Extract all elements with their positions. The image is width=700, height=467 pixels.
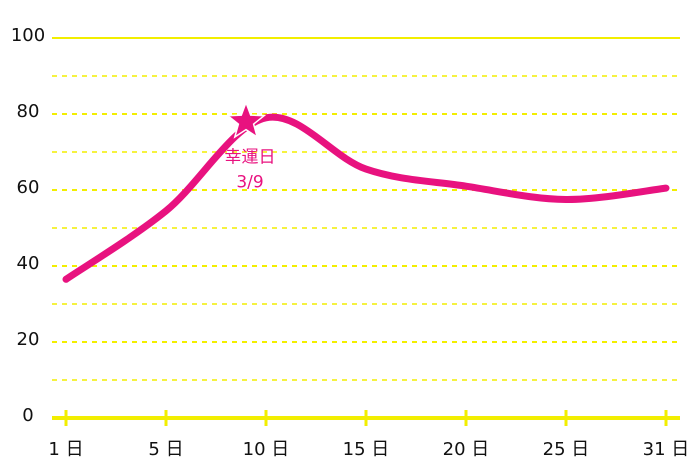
lucky-star <box>225 100 267 139</box>
y-tick-label: 100 <box>11 25 45 46</box>
x-tick-label: 1 日 <box>48 439 83 460</box>
y-tick-label: 60 <box>17 177 40 198</box>
x-tick-label: 15 日 <box>343 439 390 460</box>
y-tick-label: 80 <box>17 101 40 122</box>
y-tick-label: 20 <box>17 329 40 350</box>
x-tick-label: 20 日 <box>443 439 490 460</box>
x-tick-label: 25 日 <box>543 439 590 460</box>
annotation-text: 3/9 <box>236 173 263 193</box>
x-tick-label: 5 日 <box>148 439 183 460</box>
x-tick-label: 10 日 <box>243 439 290 460</box>
annotation-text: 幸運日 <box>225 148 276 168</box>
line <box>62 113 670 283</box>
y-tick-label: 0 <box>22 405 33 426</box>
y-tick-label: 40 <box>17 253 40 274</box>
x-tick-label: 31 日 <box>643 439 690 460</box>
